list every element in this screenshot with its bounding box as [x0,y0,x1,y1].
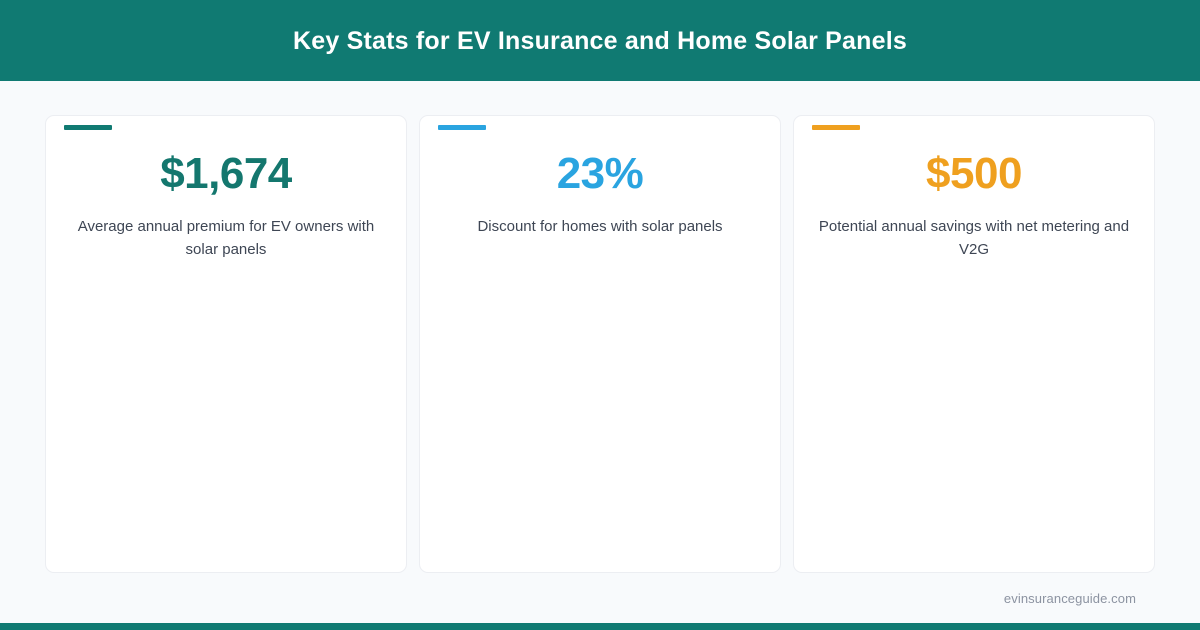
source-attribution: evinsuranceguide.com [1003,590,1136,606]
stat-value-2: 23% [556,149,644,198]
bottom-accent-bar [0,623,1200,630]
stat-label-2: Discount for homes with solar panels [477,218,723,235]
footer-area: evinsuranceguide.com [0,573,1200,623]
stat-label-3: Potential annual savings with net meteri… [818,218,1130,258]
accent-bar-amber [812,125,860,130]
stats-cards-grid: $1,674 Average annual premium for EV own… [45,115,1155,573]
stat-card-3: $500 Potential annual savings with net m… [793,115,1155,573]
stat-label-1: Average annual premium for EV owners wit… [77,218,375,258]
accent-bar-teal [64,125,112,130]
stat-value-1: $1,674 [160,149,292,198]
stat-card-2: 23% Discount for homes with solar panels [419,115,781,573]
page-title: Key Stats for EV Insurance and Home Sola… [293,26,907,55]
stat-card-1: $1,674 Average annual premium for EV own… [45,115,407,573]
stats-cards-region: $1,674 Average annual premium for EV own… [0,81,1200,573]
accent-bar-blue [438,125,486,130]
header-band: Key Stats for EV Insurance and Home Sola… [0,0,1200,81]
stat-value-3: $500 [926,149,1022,198]
